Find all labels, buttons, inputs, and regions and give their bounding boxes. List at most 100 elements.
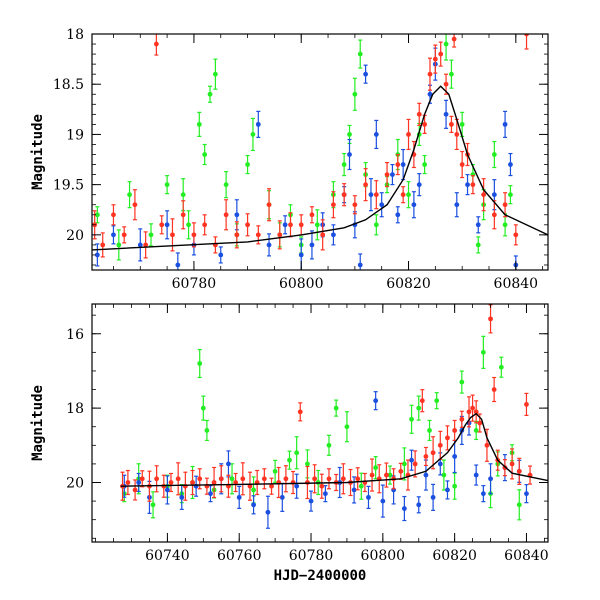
data-point [416,102,422,126]
data-point [488,304,493,334]
point-marker [294,450,300,456]
data-point [409,449,414,471]
data-point [502,110,508,138]
data-point [451,34,457,48]
data-point [491,140,497,169]
point-marker [204,428,210,433]
data-point [449,59,454,89]
data-point [491,200,497,230]
data-point [159,215,165,235]
data-point [309,206,315,224]
data-point [454,118,460,151]
data-point [143,231,149,259]
point-marker [234,212,240,218]
data-point [373,119,379,150]
data-point [186,210,191,240]
point-marker [331,202,336,208]
point-marker [150,502,156,508]
x-tick-label: 60820 [386,276,431,292]
point-marker [347,152,352,157]
data-point [373,180,379,210]
data-point [125,469,131,496]
data-point [272,459,278,483]
point-marker [180,212,186,218]
data-point [283,465,289,493]
point-marker [272,468,278,474]
point-marker [491,192,497,198]
data-point [395,153,401,176]
x-axis-title: HJD−2400000 [274,568,367,584]
data-point [121,226,127,244]
point-marker [320,232,326,238]
point-marker [223,182,229,188]
data-point [223,199,229,231]
point-marker [508,162,513,167]
point-marker [250,132,256,137]
model-curve-line [120,412,548,487]
point-marker [202,222,208,228]
point-marker [245,222,250,228]
data-point [498,356,504,378]
point-marker [355,476,361,482]
data-point [255,110,261,138]
data-point [233,472,239,493]
data-point [481,178,487,212]
point-marker [430,494,436,500]
point-marker [168,480,174,485]
point-marker [380,498,386,504]
point-marker [406,192,411,198]
y-tick-label: 19.5 [53,178,84,194]
data-point [459,370,465,394]
data-point [473,464,479,486]
y-tick-label: 20 [66,476,84,492]
point-marker [341,162,347,167]
data-point [223,171,229,199]
data-point [100,232,106,258]
point-marker [443,81,449,87]
point-marker [416,182,422,188]
point-marker [153,41,159,47]
point-marker [466,409,472,415]
data-point [247,471,253,501]
point-marker [143,242,149,248]
data-point [165,475,170,505]
x-tick-label: 60800 [361,548,406,564]
data-point [236,485,242,509]
data-point [352,77,358,111]
data-point [373,391,379,411]
point-marker [416,111,422,117]
point-marker [207,91,213,97]
point-marker [475,242,481,248]
data-point [212,236,218,254]
point-marker [344,424,350,430]
point-marker [279,494,285,500]
point-marker [186,222,191,228]
point-marker [409,457,414,463]
point-marker [326,476,332,482]
data-point [154,465,160,493]
point-marker [473,472,479,478]
point-marker [331,232,336,238]
data-point [164,210,170,240]
point-marker [179,494,185,500]
data-point [226,450,231,478]
point-marker [400,192,406,198]
plot-frame [91,303,549,543]
point-marker [132,202,138,208]
data-point [190,469,195,496]
point-marker [283,476,289,482]
data-point [180,200,186,230]
point-marker [369,472,375,478]
data-point [250,117,256,152]
data-point [251,495,256,515]
point-marker [132,487,138,493]
data-point [452,472,458,500]
point-marker [116,242,122,248]
point-marker [297,409,303,415]
point-marker [121,232,127,238]
point-marker [322,491,328,497]
point-marker [488,476,493,482]
point-marker [373,398,379,404]
point-marker [480,491,486,497]
data-point [179,484,185,510]
